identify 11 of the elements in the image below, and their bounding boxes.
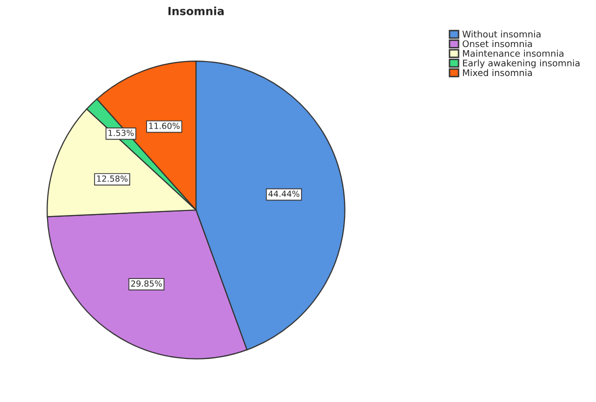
data-label: 12.58% [97,175,128,182]
data-label: 44.44% [268,190,300,197]
data-label: 29.85% [131,280,162,287]
legend-label: Mixed insomnia [463,69,532,76]
chart-title: Insomnia [168,6,224,16]
legend-label: Onset insomnia [462,40,532,48]
legend-label: Without insomnia [462,30,540,38]
data-label: 1.53% [108,130,134,136]
legend-label: Maintenance insomnia [463,50,564,57]
data-label: 11.60% [149,122,180,129]
legend-label: Early awakening insomnia [463,59,580,68]
